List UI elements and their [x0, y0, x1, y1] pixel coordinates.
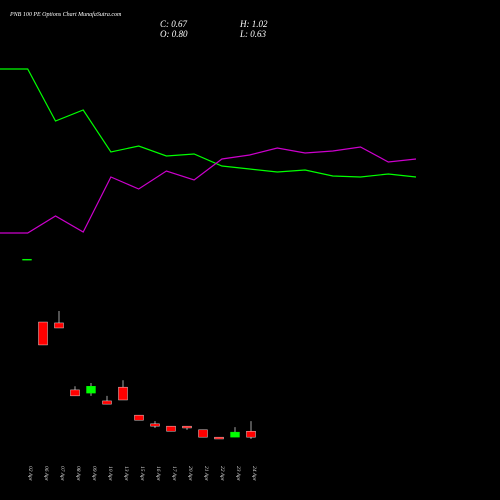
info-low: L: 0.63 — [239, 29, 267, 39]
x-tick-label: 06 Apr — [43, 466, 49, 482]
x-tick-label: 16 Apr — [155, 466, 161, 482]
x-tick-label: 07 Apr — [59, 466, 65, 482]
candle-body — [166, 425, 176, 432]
candle-body — [246, 430, 256, 438]
candle-body — [22, 258, 32, 261]
candle-body — [214, 436, 224, 440]
x-tick-label: 24 Apr — [251, 466, 258, 482]
candle-body — [150, 423, 160, 427]
x-tick-label: 17 Apr — [171, 466, 177, 482]
x-tick-label: 20 Apr — [187, 466, 193, 482]
x-tick-label: 09 Apr — [91, 466, 97, 482]
x-tick-label: 15 Apr — [139, 466, 145, 482]
indicator-line — [0, 68, 417, 178]
x-tick-label: 23 Apr — [235, 466, 241, 482]
candle-body — [118, 386, 128, 401]
info-close: C: 0.67 — [160, 19, 188, 29]
chart-title: PNB 100 PE Options Chart MunafaSutra.com — [9, 11, 122, 18]
x-tick-label: 08 Apr — [75, 466, 81, 482]
candle-body — [134, 414, 144, 421]
x-tick-label: 02 Apr — [27, 466, 33, 482]
info-high: H: 1.02 — [239, 19, 268, 29]
x-tick-label: 22 Apr — [219, 466, 225, 482]
x-tick-label: 21 Apr — [203, 466, 209, 482]
candle-body — [230, 431, 240, 438]
x-tick-label: 13 Apr — [123, 466, 129, 482]
candle-body — [38, 321, 48, 346]
candle-body — [86, 386, 96, 394]
candle-body — [54, 322, 64, 329]
indicator-line — [0, 146, 417, 234]
x-tick-label: 10 Apr — [107, 466, 113, 482]
candle-body — [102, 400, 112, 405]
candle-body — [198, 429, 208, 438]
candle-body — [182, 425, 192, 429]
info-open: O: 0.80 — [160, 29, 188, 39]
candle-body — [70, 389, 80, 397]
